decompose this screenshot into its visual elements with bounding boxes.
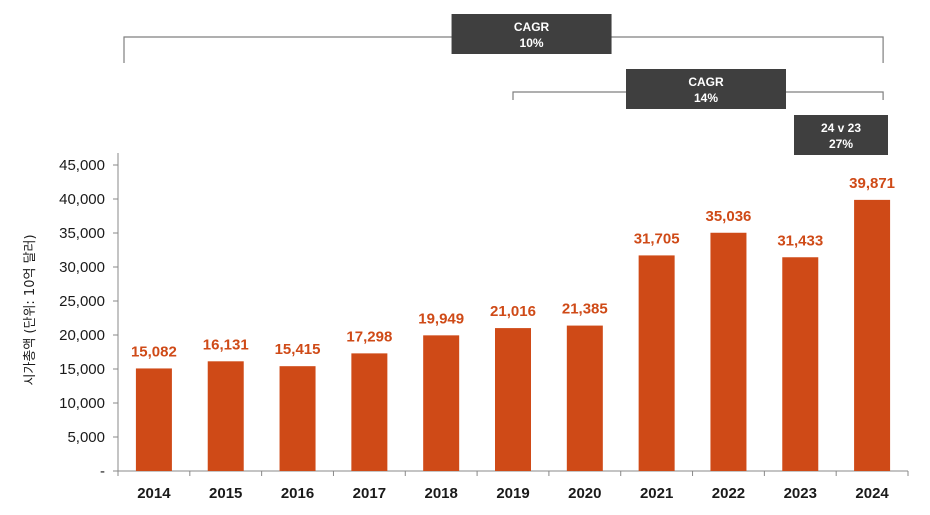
- x-tick-label-2018: 2018: [424, 485, 457, 502]
- data-label-2023: 31,433: [777, 232, 823, 249]
- bar-2019: [495, 328, 531, 471]
- bar-2016: [279, 366, 316, 471]
- bar-2017: [351, 353, 388, 471]
- x-tick-label-2017: 2017: [353, 485, 386, 502]
- annotation-line2: 10%: [520, 36, 544, 50]
- bars-layer: [135, 199, 891, 471]
- data-label-2016: 15,415: [275, 341, 321, 358]
- annotation-line1: CAGR: [688, 75, 724, 89]
- annotation-line2: 14%: [694, 91, 718, 105]
- data-label-2024: 39,871: [849, 175, 895, 192]
- y-tick-label: 30,000: [59, 259, 105, 276]
- data-label-2014: 15,082: [131, 343, 177, 360]
- data-label-2015: 16,131: [203, 336, 249, 353]
- x-tick-label-2016: 2016: [281, 485, 314, 502]
- annotations-layer: CAGR 10% CAGR 14% 24 v 23 27%: [123, 14, 888, 155]
- cagr-annotation-3: 24 v 23 27%: [794, 115, 888, 155]
- y-tick-label: 5,000: [67, 429, 105, 446]
- data-label-2022: 35,036: [706, 208, 752, 225]
- y-tick-label: 40,000: [59, 191, 105, 208]
- x-tick-label-2022: 2022: [712, 485, 745, 502]
- annotation-line1: CAGR: [514, 20, 550, 34]
- cagr-annotation-1: CAGR 10%: [123, 14, 884, 63]
- data-label-2018: 19,949: [418, 310, 464, 327]
- cagr-annotation-2: CAGR 14%: [512, 69, 884, 109]
- annotation-line1: 24 v 23: [821, 121, 861, 135]
- y-tick-label: 15,000: [59, 361, 105, 378]
- data-label-2019: 21,016: [490, 303, 536, 320]
- annotation-box: [451, 14, 612, 54]
- bar-2020: [566, 325, 603, 471]
- y-tick-label: 20,000: [59, 327, 105, 344]
- bar-2014: [135, 368, 172, 471]
- y-tick-label: 45,000: [59, 157, 105, 174]
- annotation-box: [626, 69, 786, 109]
- x-tick-label-2019: 2019: [496, 485, 529, 502]
- annotation-box: [794, 115, 888, 155]
- y-tick-label: -: [100, 463, 105, 480]
- bar-2023: [782, 257, 819, 471]
- bar-2022: [710, 232, 747, 471]
- y-tick-label: 35,000: [59, 225, 105, 242]
- y-tick-label: 10,000: [59, 395, 105, 412]
- bar-2015: [207, 361, 244, 471]
- x-tick-label-2024: 2024: [855, 485, 889, 502]
- y-tick-label: 25,000: [59, 293, 105, 310]
- x-tick-label-2020: 2020: [568, 485, 601, 502]
- x-tick-label-2015: 2015: [209, 485, 242, 502]
- x-tick-label-2021: 2021: [640, 485, 673, 502]
- labels-layer: 15,082 2014 16,131 2015 15,415 2016 17,298 2017…: [131, 175, 895, 502]
- data-label-2021: 31,705: [634, 230, 680, 247]
- bar-2018: [423, 335, 460, 471]
- data-label-2020: 21,385: [562, 301, 608, 318]
- data-label-2017: 17,298: [346, 328, 392, 345]
- bar-2024: [854, 199, 891, 471]
- x-tick-label-2014: 2014: [137, 485, 171, 502]
- y-axis-label: 시가총액 (단위: 10억 달러): [23, 234, 38, 385]
- x-tick-label-2023: 2023: [784, 485, 817, 502]
- axes-layer: - 5,000 10,000 15,000 20,000 25,000 30,000 35,0…: [59, 153, 909, 480]
- annotation-line2: 27%: [829, 137, 853, 151]
- bar-2021: [638, 255, 675, 471]
